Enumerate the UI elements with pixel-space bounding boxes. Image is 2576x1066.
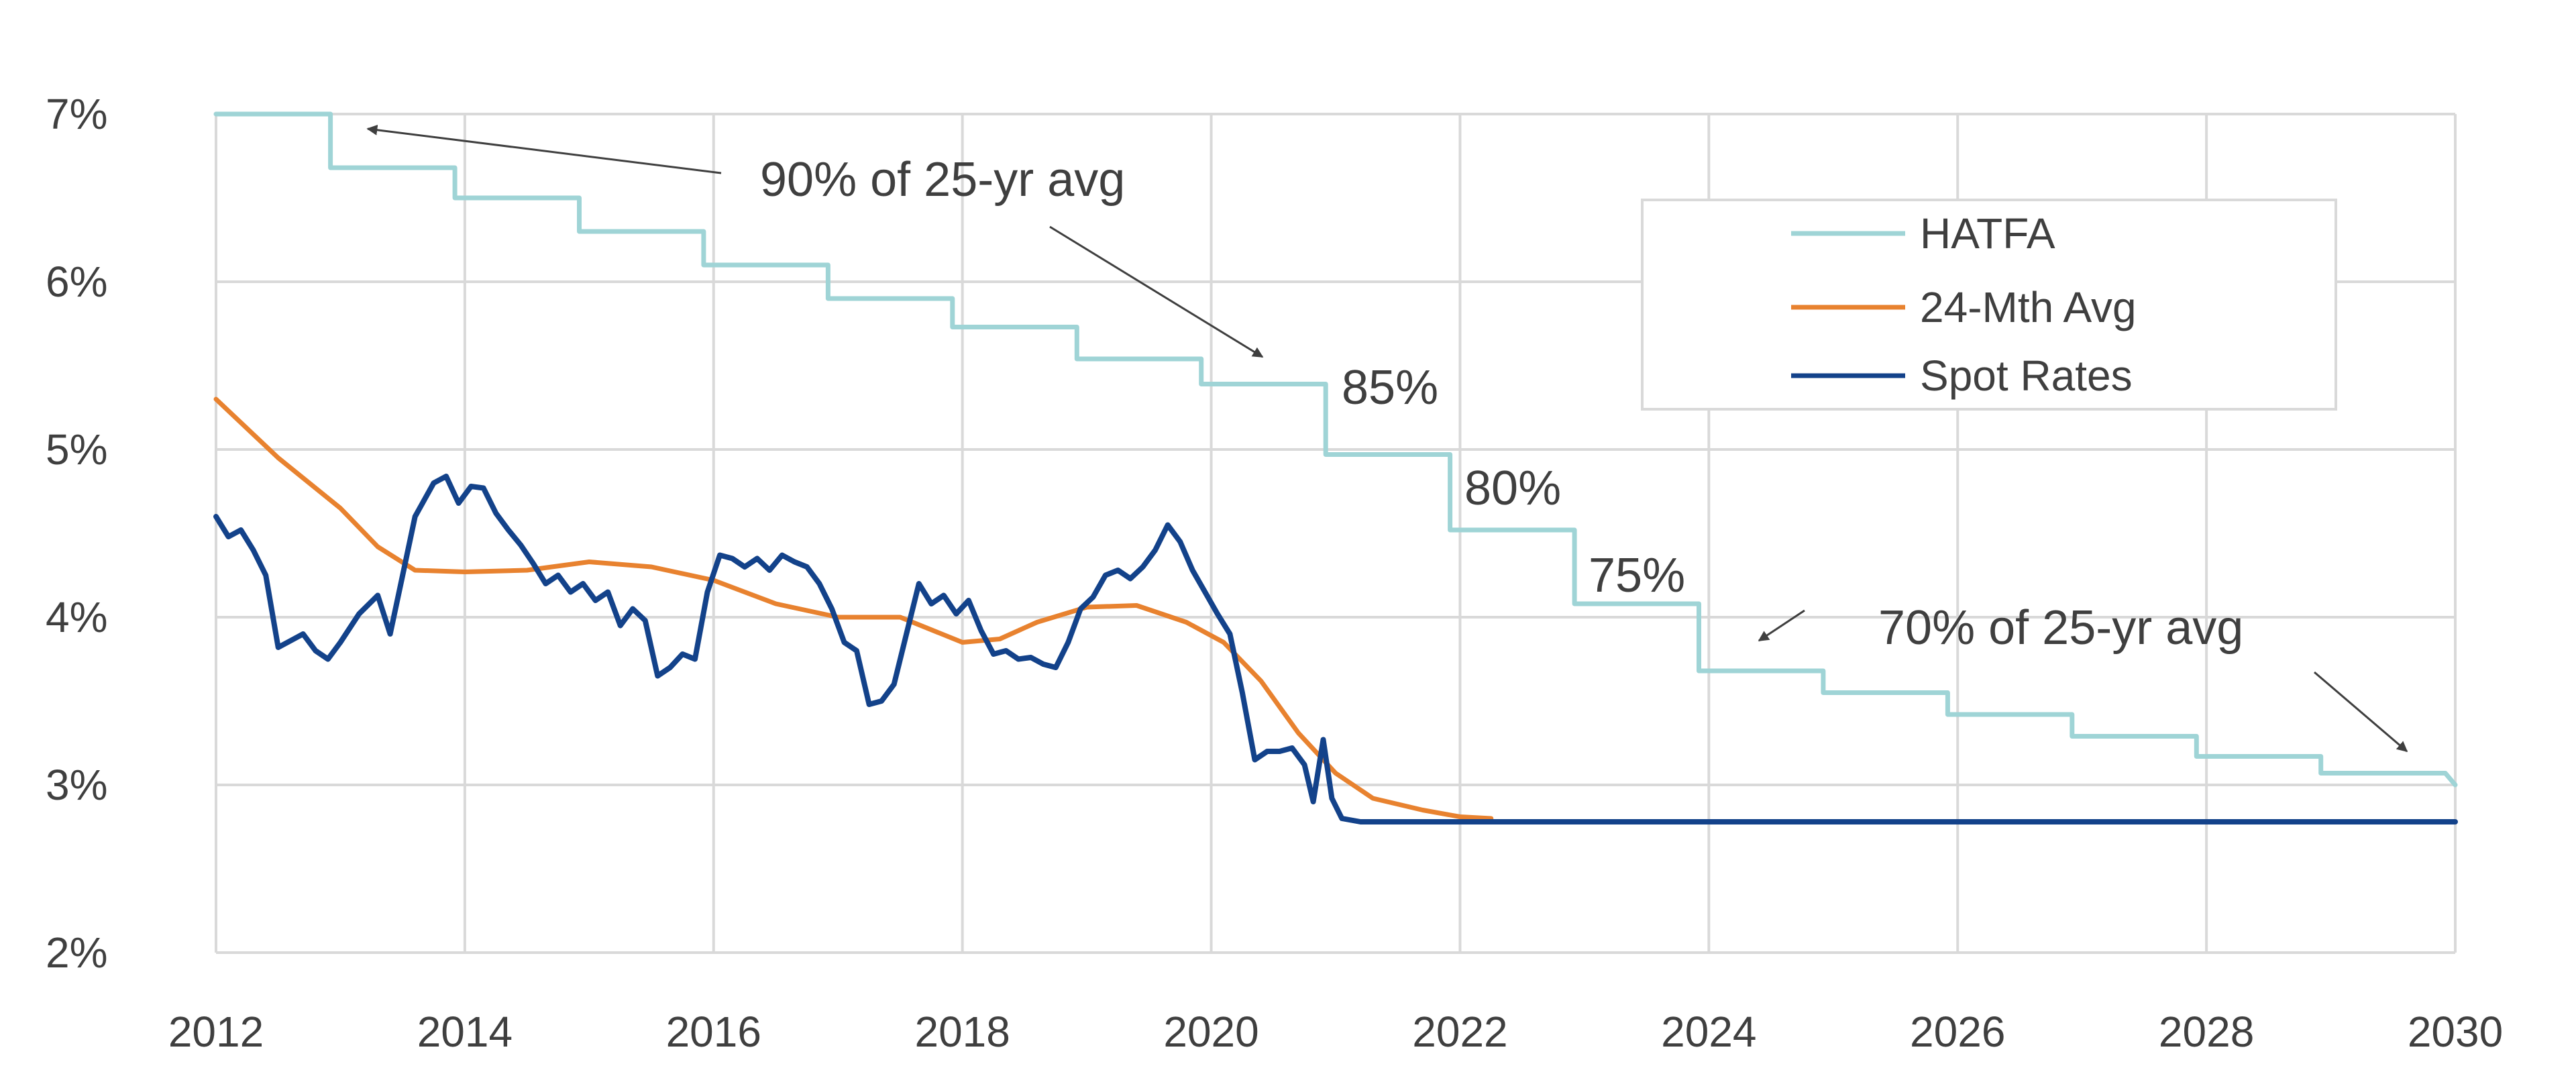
legend-label-spot-rates: Spot Rates: [1920, 352, 2133, 400]
y-tick-label: 2%: [46, 928, 108, 977]
x-tick-label: 2014: [417, 1008, 513, 1056]
series-line-spot-rates: [213, 474, 2458, 824]
y-tick-label: 3%: [46, 761, 108, 809]
x-tick-label: 2024: [1661, 1008, 1756, 1056]
x-tick-label: 2016: [666, 1008, 761, 1056]
axes: 2% 3% 4% 5% 6% 7% 2012 2014 2016 2018 2020 2022 2024…: [46, 90, 2503, 1056]
y-tick-label: 5%: [46, 425, 108, 474]
legend: HATFA 24-Mth Avg Spot Rates: [1641, 199, 2337, 411]
annotation-label: 75%: [1589, 549, 1685, 602]
x-tick-label: 2012: [168, 1008, 264, 1056]
y-tick-label: 7%: [46, 90, 108, 138]
annotations: 90% of 25-yr avg 85% 80% 75% 70% of 25-yr av…: [366, 124, 2408, 753]
y-tick-label: 6%: [46, 258, 108, 306]
annotation-label: 80%: [1464, 462, 1561, 515]
legend-label-hatfa: HATFA: [1920, 209, 2055, 258]
annotation-label: 90% of 25-yr avg: [760, 153, 1125, 207]
annotation-arrow: [366, 124, 722, 174]
x-tick-label: 2026: [1910, 1008, 2005, 1056]
x-tick-label: 2030: [2408, 1008, 2503, 1056]
x-tick-label: 2022: [1412, 1008, 1507, 1056]
annotation-label: 85%: [1342, 361, 1438, 415]
y-tick-label: 4%: [46, 593, 108, 641]
annotation-arrow: [1758, 609, 1805, 642]
annotation-arrow: [1049, 225, 1264, 358]
series-line-hatfa: [213, 111, 2458, 788]
grid: [215, 113, 2457, 954]
annotation-label: 70% of 25-yr avg: [1878, 601, 2243, 655]
annotation-arrow: [2314, 671, 2408, 753]
series-line-24-mth-avg: [213, 396, 1494, 821]
series-lines: [213, 111, 2458, 824]
x-tick-label: 2028: [2159, 1008, 2254, 1056]
legend-box: [1641, 199, 2337, 411]
x-tick-label: 2018: [914, 1008, 1010, 1056]
x-tick-label: 2020: [1163, 1008, 1258, 1056]
legend-label-24-mth-avg: 24-Mth Avg: [1920, 283, 2137, 331]
